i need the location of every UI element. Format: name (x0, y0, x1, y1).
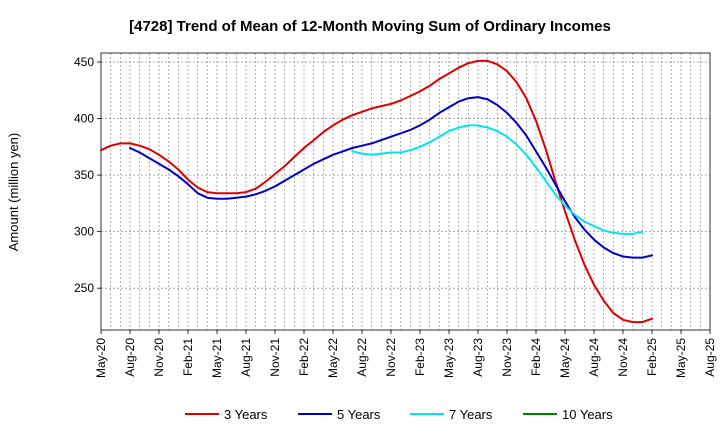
grid (101, 53, 710, 330)
x-axis-ticks: May-20 Aug-20 Nov-20 Feb-21 May-21 Aug-21 Nov-… (94, 330, 717, 378)
series-lines (100, 59, 653, 324)
x-tick-label: Nov-23 (500, 338, 514, 377)
legend-label-7-years: 7 Years (449, 407, 493, 422)
x-tick-label: Aug-21 (239, 338, 253, 377)
chart-title: [4728] Trend of Mean of 12-Month Moving … (129, 18, 611, 35)
y-axis-label: Amount (million yen) (6, 133, 21, 252)
y-tick-label: 350 (74, 168, 94, 182)
legend-label-10-years: 10 Years (562, 407, 613, 422)
x-tick-label: Nov-22 (384, 338, 398, 377)
x-tick-label: May-22 (326, 338, 340, 378)
x-tick-label: Aug-24 (587, 338, 601, 377)
legend: 3 Years 5 Years 7 Years 10 Years (185, 407, 613, 422)
x-tick-label: Feb-24 (529, 338, 543, 376)
x-tick-label: May-23 (442, 338, 456, 378)
x-tick-label: May-25 (674, 338, 688, 378)
y-tick-label: 300 (74, 225, 94, 239)
x-tick-label: Feb-25 (645, 338, 659, 376)
series-line-7-years (351, 124, 644, 235)
x-tick-label: Feb-21 (181, 338, 195, 376)
x-tick-label: Nov-24 (616, 338, 630, 377)
legend-label-3-years: 3 Years (224, 407, 268, 422)
x-tick-label: Aug-23 (471, 338, 485, 377)
x-tick-label: Feb-23 (413, 338, 427, 376)
x-tick-label: May-21 (210, 338, 224, 378)
x-tick-label: May-20 (94, 338, 108, 378)
legend-label-5-years: 5 Years (337, 407, 381, 422)
y-tick-label: 400 (74, 112, 94, 126)
x-tick-label: Nov-21 (268, 338, 282, 377)
y-tick-label: 250 (74, 281, 94, 295)
y-axis-ticks: 250 300 350 400 450 (74, 55, 101, 295)
x-tick-label: Feb-22 (297, 338, 311, 376)
series-line-5-years (129, 96, 653, 259)
y-tick-label: 450 (74, 55, 94, 69)
x-tick-label: May-24 (558, 338, 572, 378)
x-tick-label: Nov-20 (152, 338, 166, 377)
x-tick-label: Aug-20 (123, 338, 137, 377)
plot-area-frame (100, 52, 711, 331)
series-line-3-years (100, 59, 653, 324)
x-tick-label: Aug-25 (703, 338, 717, 377)
x-tick-label: Aug-22 (355, 338, 369, 377)
